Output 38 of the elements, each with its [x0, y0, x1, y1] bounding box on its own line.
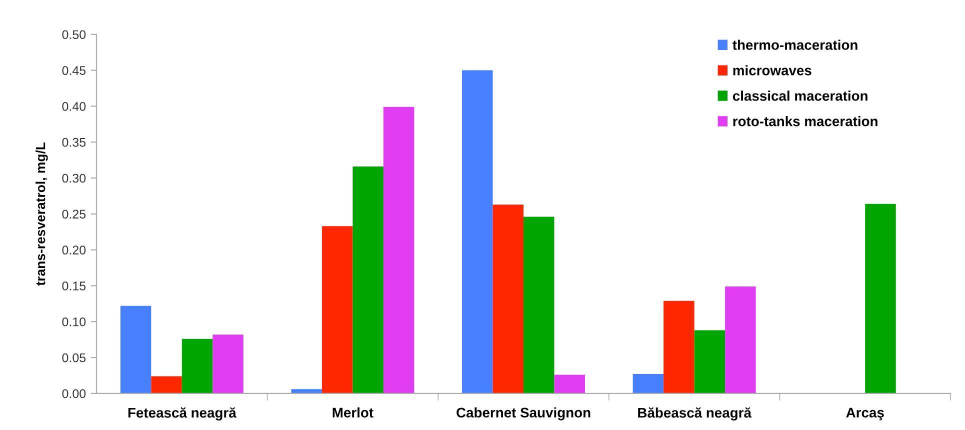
y-tick-label: 0.00	[62, 389, 86, 398]
legend-label: microwaves	[733, 65, 812, 76]
legend-label: classical maceration	[732, 90, 868, 101]
y-tick-label: 0.10	[62, 317, 86, 326]
y-tick-label: 0.15	[62, 282, 86, 290]
y-tick-label: 0.20	[62, 246, 86, 254]
y-tick-label: 0.30	[62, 174, 86, 183]
bar	[524, 216, 554, 394]
x-tick-label: Băbească neagră	[638, 407, 752, 420]
y-axis-title: trans-resveratrol, mg/L	[36, 142, 48, 286]
legend-label: thermo-maceration	[732, 40, 858, 50]
bar	[291, 389, 322, 394]
legend-label: roto-tanks maceration	[733, 116, 878, 126]
bar	[492, 204, 524, 394]
bar	[212, 334, 244, 394]
bar	[182, 338, 213, 394]
y-tick-label: 0.45	[62, 66, 86, 75]
x-tick-label: Fetească neagră	[128, 407, 236, 420]
x-tick-label: Arcaş	[846, 408, 884, 420]
bar	[664, 300, 694, 394]
y-tick-label: 0.25	[62, 210, 86, 219]
bar	[151, 376, 182, 394]
bar	[383, 106, 414, 394]
bar	[554, 374, 585, 394]
bar	[322, 226, 353, 394]
x-tick-label: Cabernet Sauvignon	[456, 407, 590, 420]
bar	[120, 306, 152, 394]
y-tick-label: 0.35	[62, 138, 86, 147]
bar	[352, 166, 384, 394]
bar	[694, 330, 726, 394]
y-tick-label: 0.50	[62, 30, 86, 40]
y-tick-label: 0.40	[62, 102, 86, 111]
bar	[725, 286, 756, 394]
bar	[632, 374, 664, 394]
y-tick-label: 0.05	[62, 353, 86, 362]
bar	[865, 204, 896, 394]
bar	[462, 70, 493, 394]
x-tick-label: Merlot	[332, 407, 374, 418]
